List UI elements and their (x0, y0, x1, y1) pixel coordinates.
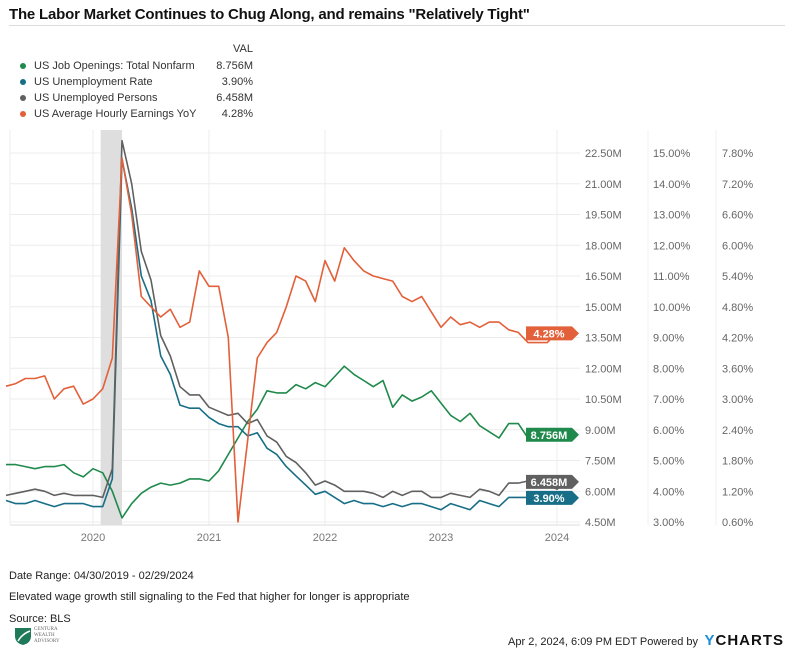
y-tick-label-earnings-yoy: 6.60% (722, 210, 753, 222)
y-tick-label-earnings-yoy: 5.40% (722, 271, 753, 283)
y-tick-label-millions: 9.00M (585, 425, 616, 437)
y-tick-label-unemployment-rate: 3.00% (653, 517, 684, 529)
logo-text: CENTURA WEALTH ADVISORY (34, 627, 60, 644)
y-tick-label-millions: 18.00M (585, 240, 622, 252)
y-tick-label-earnings-yoy: 0.60% (722, 517, 753, 529)
title-divider (9, 25, 785, 26)
chart-title: The Labor Market Continues to Chug Along… (9, 6, 530, 23)
legend-dot-icon (20, 79, 26, 86)
y-tick-label-millions: 15.00M (585, 302, 622, 314)
y-tick-label-unemployment-rate: 7.00% (653, 394, 684, 406)
series-line-hourly-earnings (5, 157, 567, 523)
y-tick-label-unemployment-rate: 14.00% (653, 179, 691, 191)
legend-label: US Unemployment Rate (34, 76, 153, 88)
y-tick-label-unemployment-rate: 10.00% (653, 302, 691, 314)
y-tick-label-earnings-yoy: 7.20% (722, 179, 753, 191)
legend-dot-icon (20, 95, 26, 102)
end-value-tag-hourly-earnings (526, 326, 579, 341)
legend-value: 4.28% (221, 108, 253, 120)
y-tick-label-earnings-yoy: 1.80% (722, 456, 753, 468)
timestamp: Apr 2, 2024, 6:09 PM EDT Powered by (508, 636, 698, 648)
source: Source: BLS (9, 613, 71, 625)
y-tick-label-earnings-yoy: 3.00% (722, 394, 753, 406)
line-chart: 2020 2021 2022 2023 2024 22.50M 21.00M 19.50M 18… (5, 130, 753, 544)
end-value-tag-unemployment-rate (526, 490, 579, 505)
y-tick-label-unemployment-rate: 4.00% (653, 486, 684, 498)
x-tick-label: 2021 (197, 532, 221, 544)
y-tick-label-unemployment-rate: 13.00% (653, 210, 691, 222)
end-value-tag-job-openings (526, 427, 579, 442)
y-tick-label-millions: 6.00M (585, 486, 616, 498)
y-tick-label-earnings-yoy: 1.20% (722, 486, 753, 498)
y-tick-label-millions: 16.50M (585, 271, 622, 283)
legend-label: US Average Hourly Earnings YoY (34, 108, 197, 120)
y-tick-label-millions: 10.50M (585, 394, 622, 406)
legend-item-hourly-earnings[interactable]: US Average Hourly Earnings YoY (20, 108, 196, 120)
x-tick-label: 2020 (81, 532, 105, 544)
series-line-job-openings (6, 365, 567, 519)
y-tick-label-unemployment-rate: 15.00% (653, 148, 691, 160)
ycharts-text: CHARTS (715, 632, 784, 649)
legend-value: 6.458M (216, 92, 253, 104)
end-value-label-hourly-earnings: 4.28% (533, 328, 564, 340)
y-tick-label-earnings-yoy: 4.80% (722, 302, 753, 314)
series-line-unemployed-persons (5, 139, 568, 499)
y-tick-label-millions: 19.50M (585, 210, 622, 222)
ycharts-logo[interactable]: YCHARTS (704, 632, 784, 649)
legend-value: 8.756M (216, 60, 253, 72)
legend-label: US Job Openings: Total Nonfarm (34, 60, 195, 72)
y-tick-label-millions: 22.50M (585, 148, 622, 160)
y-tick-label-earnings-yoy: 7.80% (722, 148, 753, 160)
legend-item-job-openings[interactable]: US Job Openings: Total Nonfarm (20, 60, 195, 72)
y-tick-label-unemployment-rate: 8.00% (653, 363, 684, 375)
legend-item-unemployment-rate[interactable]: US Unemployment Rate (20, 76, 153, 88)
y-tick-label-millions: 21.00M (585, 179, 622, 191)
y-tick-label-unemployment-rate: 5.00% (653, 456, 684, 468)
y-tick-label-earnings-yoy: 3.60% (722, 363, 753, 375)
end-value-tag-unemployed-persons (526, 474, 579, 489)
x-tick-label: 2023 (429, 532, 453, 544)
x-tick-label: 2024 (545, 532, 569, 544)
y-tick-label-millions: 12.00M (585, 363, 622, 375)
legend-dot-icon (20, 111, 26, 118)
series-line-unemployment-rate (5, 158, 568, 511)
legend-label: US Unemployed Persons (34, 92, 158, 104)
y-tick-label-earnings-yoy: 6.00% (722, 240, 753, 252)
legend-header: VAL (233, 43, 253, 55)
end-value-label-job-openings: 8.756M (531, 430, 568, 442)
end-value-label-unemployment-rate: 3.90% (533, 493, 564, 505)
chart-note: Elevated wage growth still signaling to … (9, 591, 410, 603)
x-tick-label: 2022 (313, 532, 337, 544)
date-range: Date Range: 04/30/2019 - 02/29/2024 (9, 570, 194, 582)
y-tick-label-unemployment-rate: 6.00% (653, 425, 684, 437)
centura-logo-icon (15, 628, 31, 645)
y-tick-label-unemployment-rate: 12.00% (653, 240, 691, 252)
ycharts-y: Y (704, 632, 716, 649)
y-tick-label-earnings-yoy: 2.40% (722, 425, 753, 437)
recession-shading (100, 130, 122, 525)
y-tick-label-unemployment-rate: 11.00% (653, 271, 690, 283)
legend-dot-icon (20, 63, 26, 70)
y-tick-label-unemployment-rate: 9.00% (653, 333, 684, 345)
legend-item-unemployed-persons[interactable]: US Unemployed Persons (20, 92, 158, 104)
y-tick-label-earnings-yoy: 4.20% (722, 333, 753, 345)
end-value-label-unemployed-persons: 6.458M (531, 477, 568, 489)
legend-value: 3.90% (221, 76, 253, 88)
y-tick-label-millions: 13.50M (585, 333, 622, 345)
y-tick-label-millions: 4.50M (585, 517, 616, 529)
y-tick-label-millions: 7.50M (585, 456, 616, 468)
